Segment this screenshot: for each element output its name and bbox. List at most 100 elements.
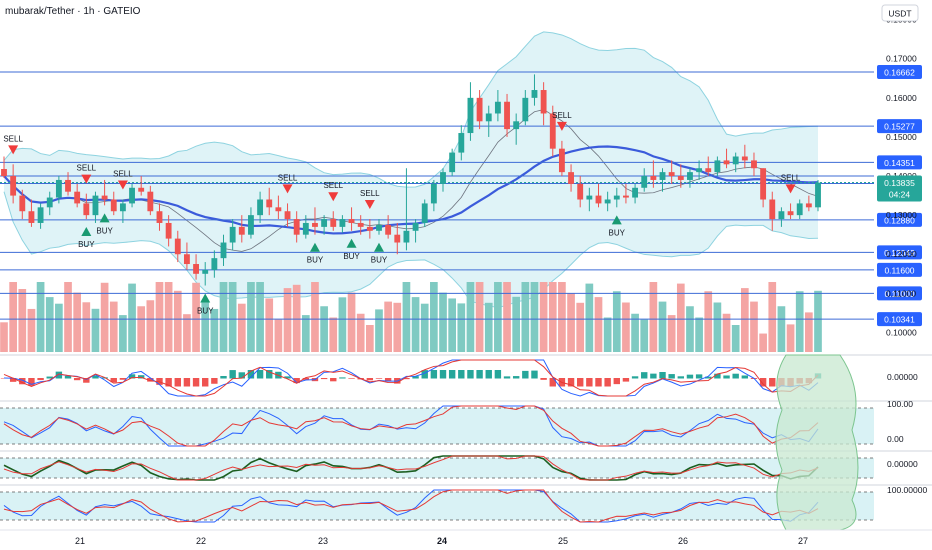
- volume-bar: [247, 282, 255, 352]
- macd-histogram-bar: [403, 378, 410, 380]
- pane-axis-tick: 0.00000: [887, 459, 918, 469]
- candle-body: [815, 182, 821, 208]
- candle-body: [540, 90, 547, 114]
- volume-bar: [530, 282, 539, 352]
- volume-bar: [795, 291, 804, 352]
- indicator-line-signal: [3, 359, 819, 397]
- volume-bar: [539, 282, 548, 352]
- macd-histogram-bar: [567, 378, 575, 387]
- candle-body: [696, 168, 703, 173]
- macd-histogram-bar: [586, 378, 593, 387]
- candle-body: [37, 207, 44, 223]
- macd-histogram-bar: [604, 378, 611, 387]
- volume-bar: [210, 308, 219, 352]
- price-level-label-box: [877, 312, 922, 327]
- currency-label: USDT: [888, 9, 911, 19]
- bollinger-lower-band: [3, 191, 819, 308]
- volume-bar: [740, 288, 749, 352]
- macd-histogram-bar: [83, 378, 90, 383]
- price-axis-tick: 0.13000: [886, 210, 917, 220]
- volume-bar: [384, 301, 392, 352]
- candle-body: [101, 195, 108, 200]
- volume-bar: [494, 282, 502, 352]
- volume-bar: [393, 302, 402, 352]
- buy-signal-label: BUY: [371, 256, 388, 265]
- macd-histogram-bar: [266, 370, 273, 379]
- macd-histogram-bar: [759, 378, 767, 387]
- currency-button[interactable]: USDT: [881, 4, 919, 22]
- candle-body: [641, 176, 648, 188]
- macd-histogram-bar: [723, 375, 730, 379]
- macd-histogram-bar: [202, 378, 209, 387]
- volume-bar: [805, 312, 813, 352]
- volume-bar: [475, 282, 484, 352]
- macd-histogram-bar: [439, 370, 447, 379]
- macd-histogram-bar: [384, 378, 392, 382]
- pane-band: [0, 458, 874, 478]
- volume-bar: [100, 282, 109, 352]
- last-price-value: 0.13835: [884, 178, 915, 188]
- bollinger-band-fill: [4, 31, 818, 308]
- volume-bar: [448, 298, 456, 352]
- volume-bar: [649, 282, 658, 352]
- volume-bar: [777, 306, 786, 352]
- macd-histogram-bar: [659, 372, 666, 379]
- candle-body: [558, 148, 565, 173]
- macd-histogram-bar: [577, 378, 584, 387]
- candle-body: [312, 222, 318, 227]
- candle-body: [751, 160, 757, 169]
- volume-bar: [137, 306, 146, 352]
- candle-body: [577, 183, 584, 200]
- candle-body: [275, 207, 282, 212]
- candle-body: [202, 269, 209, 274]
- volume-bar: [201, 301, 210, 352]
- sell-signal-label: SELL: [552, 111, 572, 120]
- candle-body: [65, 179, 71, 192]
- macd-histogram-bar: [28, 378, 35, 386]
- indicator-panes[interactable]: 0.00000 0.00000 100.00000 100.00 0.00: [0, 354, 932, 531]
- price-level-label-box: [877, 245, 922, 260]
- sell-signal-label: SELL: [278, 173, 298, 182]
- macd-histogram-bar: [348, 378, 355, 379]
- macd-histogram-bar: [631, 376, 639, 379]
- candle-body: [302, 222, 309, 235]
- candle-body: [366, 226, 373, 231]
- volume-bar: [686, 306, 694, 352]
- volume-bar: [594, 297, 603, 352]
- macd-histogram-bar: [641, 372, 648, 379]
- volume-bar: [558, 282, 566, 352]
- sell-signal-marker: [117, 180, 128, 190]
- volume-bar: [173, 290, 182, 352]
- volume-bar: [484, 302, 493, 352]
- volume-bar: [274, 319, 283, 352]
- candle-body: [266, 199, 273, 208]
- volume-bar: [667, 315, 676, 352]
- volume-bar: [128, 283, 136, 352]
- buy-signal-label: BUY: [197, 307, 214, 316]
- candle-body: [430, 183, 437, 204]
- macd-histogram-bar: [165, 378, 172, 387]
- pane-axis-tick: 100.00000: [887, 485, 927, 495]
- candle-body: [83, 203, 90, 216]
- indicator-line-primary: [3, 359, 819, 397]
- macd-histogram-bar: [494, 370, 502, 379]
- candle-body: [220, 242, 227, 259]
- candle-body: [174, 238, 181, 255]
- price-axis-tick: 0.12000: [886, 249, 917, 259]
- candle-body: [741, 156, 748, 161]
- buy-signal-label: BUY: [78, 240, 95, 249]
- macd-histogram-bar: [211, 378, 218, 384]
- price-axis-tick: 0.10000: [886, 327, 917, 337]
- price-level-label-box: [877, 286, 922, 301]
- price-level-label: 0.11000: [884, 289, 914, 299]
- volume-bar: [814, 290, 822, 352]
- volume-bar: [109, 301, 118, 352]
- macd-histogram-bar: [128, 374, 136, 379]
- macd-histogram-bar: [110, 378, 117, 383]
- macd-histogram-bar: [705, 376, 712, 379]
- candle-body: [193, 264, 199, 274]
- volume-bar: [750, 301, 758, 352]
- price-level-label: 0.10341: [884, 315, 915, 325]
